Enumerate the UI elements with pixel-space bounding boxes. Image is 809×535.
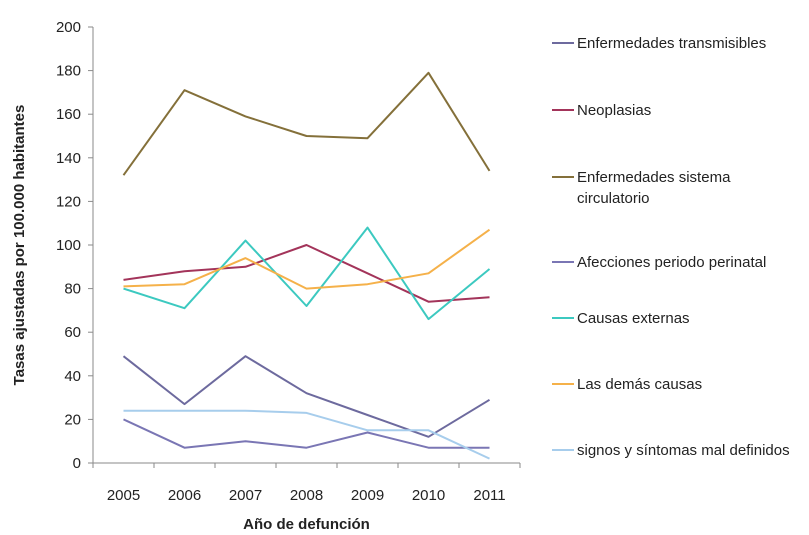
series-line-3	[123, 418, 490, 449]
y-tick-label: 140	[56, 150, 81, 167]
legend-item: Causas externas	[552, 308, 805, 329]
legend-swatch	[552, 383, 574, 385]
legend-label: Enfermedades transmisibles	[577, 35, 767, 52]
legend-label: Enfermedades sistema circulatorio	[577, 169, 731, 207]
x-tick-label: 2007	[229, 487, 262, 504]
series-lines	[122, 71, 491, 460]
legend-item: Afecciones periodo perinatal	[552, 252, 805, 273]
legend-label: Las demás causas	[577, 376, 703, 393]
legend-label: Neoplasias	[577, 102, 652, 119]
legend-swatch	[552, 42, 574, 44]
y-tick-label: 120	[56, 193, 81, 210]
legend-item: Enfermedades sistema circulatorio	[552, 167, 805, 209]
legend-swatch	[552, 261, 574, 263]
y-tick-label: 160	[56, 106, 81, 123]
legend-label: Causas externas	[577, 310, 690, 327]
legend-swatch	[552, 317, 574, 319]
x-axis: 2005 2006 2007 2008 2009 2010 2011	[92, 462, 521, 504]
legend-item: Las demás causas	[552, 374, 805, 395]
y-axis-title: Tasas ajustadas por 100.000 habitantes	[11, 105, 28, 386]
y-tick-label: 180	[56, 63, 81, 80]
x-tick-label: 2006	[168, 487, 201, 504]
x-tick-label: 2011	[473, 487, 505, 504]
x-axis-title: Año de defunción	[243, 516, 370, 533]
y-tick-label: 0	[73, 455, 81, 472]
series-line-6	[123, 409, 490, 460]
legend-swatch	[552, 109, 574, 111]
legend-item: signos y síntomas mal definidos	[552, 440, 805, 461]
series-line-1	[123, 244, 490, 303]
series-line-5	[123, 228, 491, 290]
x-tick-label: 2008	[290, 487, 323, 504]
legend-item: Neoplasias	[552, 100, 805, 121]
legend-label: signos y síntomas mal definidos	[577, 442, 790, 459]
legend-label: Afecciones periodo perinatal	[577, 254, 767, 271]
series-line-0	[122, 355, 491, 438]
legend-swatch	[552, 449, 574, 451]
y-tick-label: 40	[64, 368, 81, 385]
x-tick-label: 2009	[351, 487, 384, 504]
x-tick-label: 2005	[107, 487, 140, 504]
series-line-2	[122, 71, 491, 176]
y-tick-label: 200	[56, 19, 81, 36]
y-tick-label: 20	[64, 411, 81, 428]
x-tick-label: 2010	[412, 487, 445, 504]
legend-item: Enfermedades transmisibles	[552, 33, 805, 54]
y-tick-label: 60	[64, 324, 81, 341]
y-axis: 0 20 40 60 80 100 120 140 160 180 200	[56, 19, 94, 472]
y-tick-label: 80	[64, 281, 81, 298]
legend-swatch	[552, 176, 574, 178]
y-tick-label: 100	[56, 237, 81, 254]
series-line-4	[123, 226, 491, 321]
